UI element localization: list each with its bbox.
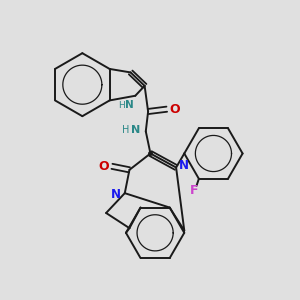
- Text: N: N: [125, 100, 134, 110]
- Text: H: H: [118, 100, 125, 109]
- Text: N: N: [131, 125, 140, 135]
- Text: N: N: [179, 159, 189, 172]
- Text: O: O: [169, 103, 180, 116]
- Text: N: N: [110, 188, 121, 201]
- Text: H: H: [122, 125, 130, 135]
- Text: O: O: [98, 160, 109, 173]
- Text: F: F: [190, 184, 198, 197]
